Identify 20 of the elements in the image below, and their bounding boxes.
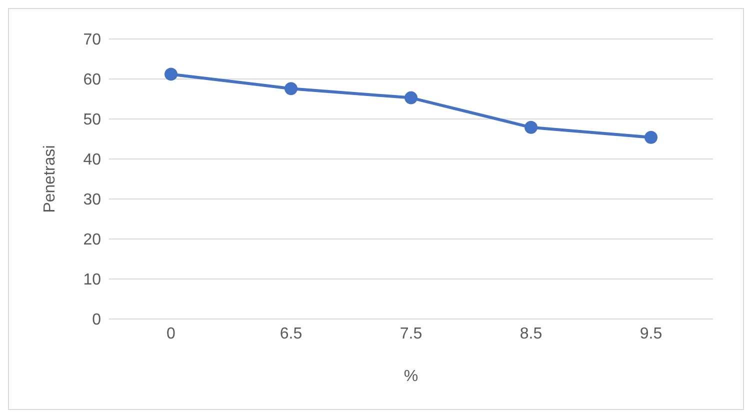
point xyxy=(644,130,658,144)
x-tick-label: 9.5 xyxy=(640,325,662,342)
x-tick-label: 0 xyxy=(166,325,176,342)
point xyxy=(164,68,178,81)
y-tick-label: 40 xyxy=(83,152,102,169)
point xyxy=(404,91,418,104)
y-tick-label: 30 xyxy=(83,192,102,209)
y-axis-title: Penetrasi xyxy=(42,145,59,213)
y-tick-label: 0 xyxy=(92,312,102,329)
x-tick-label: 7.5 xyxy=(400,325,422,342)
point xyxy=(524,120,538,134)
point xyxy=(284,82,298,96)
y-tick-label: 60 xyxy=(83,72,102,89)
y-tick-label: 70 xyxy=(83,32,102,49)
x-tick-label: 6.5 xyxy=(280,325,302,342)
x-axis-title: % xyxy=(404,368,418,385)
y-tick-label: 10 xyxy=(83,272,102,289)
y-tick-label: 20 xyxy=(83,232,102,249)
x-tick-label: 8.5 xyxy=(520,325,542,342)
y-tick-label: 50 xyxy=(83,112,102,129)
